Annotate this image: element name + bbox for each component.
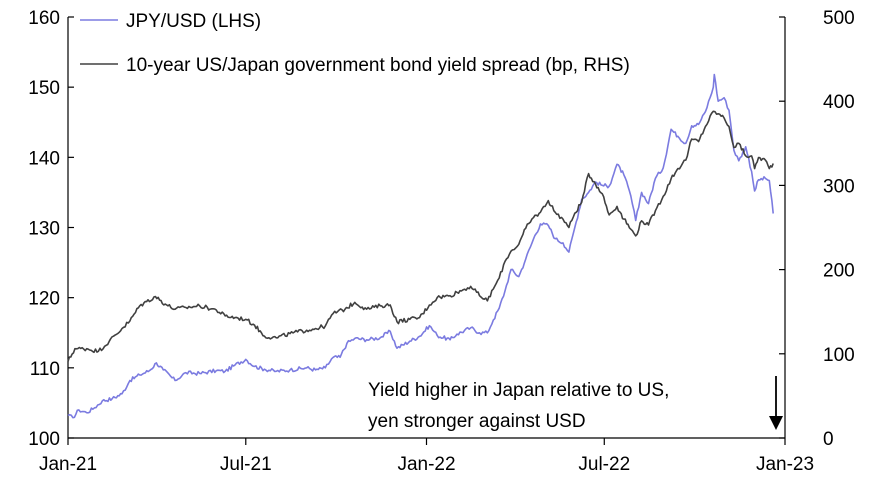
annotation-line-1: Yield higher in Japan relative to US, <box>368 380 669 401</box>
x-tick-label: Jan-21 <box>39 454 97 475</box>
x-tick-label: Jan-23 <box>756 454 814 475</box>
y-right-tick-label: 100 <box>823 345 855 366</box>
series-line-yield-spread <box>67 110 774 362</box>
down-arrow-icon <box>769 376 783 430</box>
legend-label-jpy: JPY/USD (LHS) <box>126 11 261 32</box>
y-left-tick-label: 130 <box>28 219 60 240</box>
annotation-line-2: yen stronger against USD <box>368 411 586 432</box>
x-tick-label: Jul-22 <box>578 454 630 475</box>
y-right-tick-label: 300 <box>823 176 855 197</box>
legend-label-spread: 10-year US/Japan government bond yield s… <box>126 55 630 76</box>
y-right-tick-label: 400 <box>823 92 855 113</box>
y-left-tick-label: 150 <box>28 78 60 99</box>
y-right-tick-label: 200 <box>823 261 855 282</box>
y-right-tick-label: 0 <box>823 429 834 450</box>
y-left-tick-label: 140 <box>28 148 60 169</box>
series-layer <box>67 73 774 419</box>
y-left-tick-label: 110 <box>30 359 60 380</box>
x-tick-label: Jan-22 <box>397 454 455 475</box>
y-left-tick-label: 120 <box>28 289 60 310</box>
y-left-tick-label: 160 <box>28 8 60 29</box>
series-line-jpy-usd <box>67 73 774 419</box>
y-right-tick-label: 500 <box>823 8 855 29</box>
annotation: Yield higher in Japan relative to US, ye… <box>368 376 783 432</box>
axes: 100 110 120 130 140 150 160 0 100 200 300 400 500 Jan… <box>28 8 854 475</box>
x-tick-label: Jul-21 <box>220 454 272 475</box>
legend: JPY/USD (LHS) 10-year US/Japan governmen… <box>80 11 630 76</box>
y-left-tick-label: 100 <box>28 429 60 450</box>
